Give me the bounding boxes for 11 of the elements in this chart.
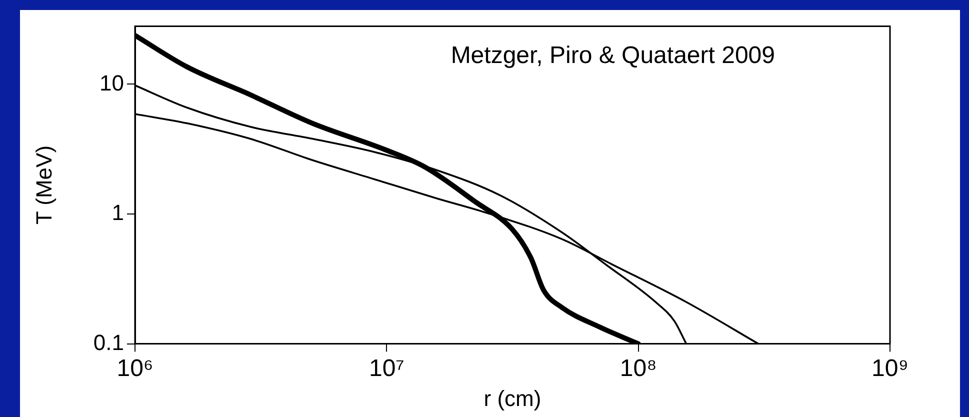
y-tick-label: 1 bbox=[112, 200, 124, 226]
annotation: Metzger, Piro & Quataert 2009 bbox=[450, 42, 775, 69]
x-tick-label: 10⁷ bbox=[368, 354, 404, 382]
x-tick-label: 10⁶ bbox=[116, 354, 154, 382]
x-axis-title: r (cm) bbox=[484, 386, 542, 411]
x-tick-label: 10⁸ bbox=[620, 354, 657, 382]
y-tick-label: 0.1 bbox=[93, 330, 124, 355]
x-tick-label: 10⁹ bbox=[872, 354, 908, 382]
y-axis-title: T (MeV) bbox=[31, 145, 56, 225]
y-tick-label: 10 bbox=[100, 70, 124, 96]
slide-panel: r (cm) T (MeV) 10⁶ 10⁷ 10⁸ 10⁹ 0.1 1 10 Metzger, Piro & Quataert 2009 bbox=[20, 10, 960, 417]
